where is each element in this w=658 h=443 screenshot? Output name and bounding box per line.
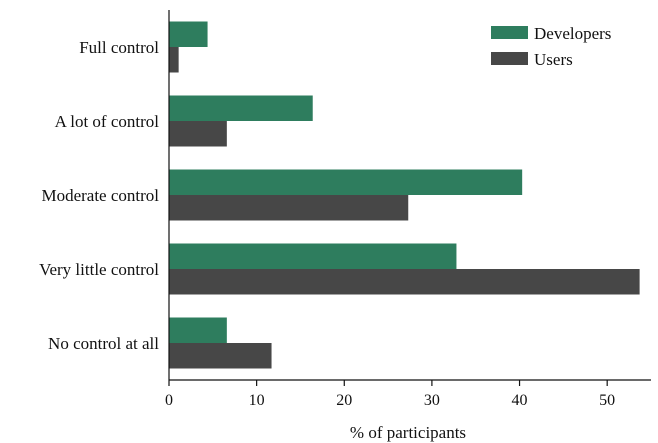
legend-swatch-users bbox=[491, 52, 528, 65]
category-label: Moderate control bbox=[41, 186, 159, 205]
bar-developers-4 bbox=[169, 243, 457, 269]
bar-users-3 bbox=[169, 195, 409, 221]
legend-label-developers: Developers bbox=[534, 24, 611, 43]
bar-users-4 bbox=[169, 269, 640, 295]
bar-developers-3 bbox=[169, 169, 523, 195]
x-axis-title: % of participants bbox=[350, 423, 466, 442]
legend: Developers Users bbox=[491, 24, 611, 69]
bars-group bbox=[169, 21, 640, 369]
category-label: A lot of control bbox=[55, 112, 160, 131]
x-tick-label: 20 bbox=[336, 392, 352, 409]
legend-swatch-developers bbox=[491, 26, 528, 39]
bar-developers-2 bbox=[169, 95, 313, 121]
bar-users-1 bbox=[169, 47, 179, 73]
category-label: Very little control bbox=[39, 260, 159, 279]
x-tick-label: 30 bbox=[424, 392, 440, 409]
bar-developers-5 bbox=[169, 317, 227, 343]
bar-developers-1 bbox=[169, 21, 208, 47]
category-label: No control at all bbox=[48, 334, 159, 353]
x-tick-label: 50 bbox=[599, 392, 615, 409]
x-tick-label: 0 bbox=[165, 392, 173, 409]
bar-users-5 bbox=[169, 343, 272, 369]
x-tick-label: 40 bbox=[512, 392, 528, 409]
category-labels: Full control A lot of control Moderate con… bbox=[39, 38, 159, 353]
x-axis-ticks: 0 10 20 30 40 50 bbox=[165, 380, 615, 409]
x-tick-label: 10 bbox=[249, 392, 265, 409]
bar-users-2 bbox=[169, 121, 227, 147]
category-label: Full control bbox=[79, 38, 159, 57]
legend-label-users: Users bbox=[534, 50, 573, 69]
